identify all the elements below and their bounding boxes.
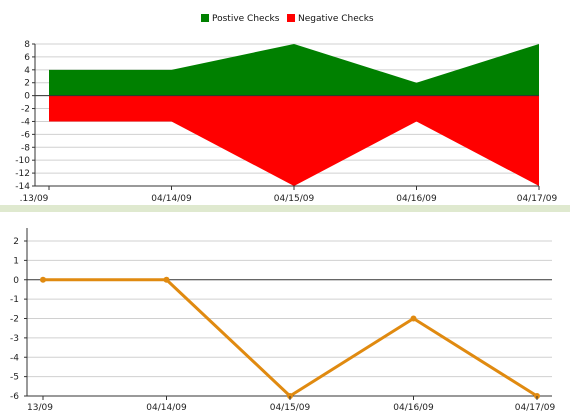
legend-label-1: Negative Checks bbox=[298, 14, 374, 24]
x-tick-label-4: 04/17/09 bbox=[517, 194, 558, 204]
legend-swatch-1 bbox=[287, 14, 295, 22]
y-tick-label-3: -1 bbox=[10, 295, 19, 305]
data-point-1 bbox=[163, 276, 170, 283]
area-0 bbox=[49, 44, 539, 96]
y-tick-label-8: -8 bbox=[21, 143, 30, 153]
y-tick-label-1: 1 bbox=[13, 256, 19, 266]
y-tick-label-7: -5 bbox=[10, 373, 19, 383]
y-tick-label-4: -2 bbox=[10, 315, 19, 325]
area-1 bbox=[49, 95, 539, 186]
y-tick-label-7: -6 bbox=[21, 130, 30, 140]
x-tick-label-1: 04/14/09 bbox=[151, 194, 192, 204]
y-tick-label-6: -4 bbox=[10, 353, 19, 363]
x-tick-label-0: .13/09 bbox=[20, 194, 49, 204]
data-point-0 bbox=[40, 276, 46, 283]
legend: Postive Checks Negative Checks bbox=[201, 14, 374, 24]
x-tick-label-0: 13/09 bbox=[27, 403, 53, 413]
y-tick-label-6: -4 bbox=[21, 117, 30, 127]
area-chart: Postive Checks Negative Checks 8 6 4 2 0 -2 -4 -6… bbox=[15, 14, 558, 204]
y-tick-label-0: 8 bbox=[24, 40, 30, 50]
y-tick-label-1: 6 bbox=[24, 53, 30, 63]
y-tick-label-2: 0 bbox=[13, 276, 19, 286]
x-tick-label-3: 04/16/09 bbox=[396, 194, 437, 204]
x-tick-label-3: 04/16/09 bbox=[393, 403, 434, 413]
y-tick-label-10: -12 bbox=[15, 169, 30, 179]
y-tick-label-0: 2 bbox=[13, 237, 19, 247]
x-tick-label-2: 04/15/09 bbox=[274, 194, 315, 204]
y-tick-label-5: -3 bbox=[10, 334, 19, 344]
y-tick-label-11: -14 bbox=[15, 182, 30, 192]
data-point-3 bbox=[410, 315, 417, 322]
y-tick-label-4: 0 bbox=[24, 92, 30, 102]
top-chart-panel: Postive Checks Negative Checks 8 6 4 2 0 -2 -4 -6… bbox=[0, 0, 570, 205]
legend-swatch-0 bbox=[201, 14, 209, 22]
x-tick-label-2: 04/15/09 bbox=[270, 403, 311, 413]
y-tick-label-2: 4 bbox=[24, 66, 30, 76]
bottom-chart-panel: 2 1 0 -1 -2 -3 -4 -5 -6 13/09 04/14/09 04/15/09 04/1… bbox=[0, 212, 570, 415]
x-tick-label-1: 04/14/09 bbox=[146, 403, 187, 413]
x-tick-label-4: 04/17/09 bbox=[515, 403, 556, 413]
line-chart: 2 1 0 -1 -2 -3 -4 -5 -6 13/09 04/14/09 04/15/09 04/1… bbox=[10, 228, 556, 413]
y-tick-label-9: -10 bbox=[15, 156, 30, 166]
y-tick-label-8: -6 bbox=[10, 392, 19, 402]
y-tick-label-5: -2 bbox=[21, 105, 30, 115]
legend-label-0: Postive Checks bbox=[212, 14, 280, 24]
y-tick-label-3: 2 bbox=[24, 79, 30, 89]
